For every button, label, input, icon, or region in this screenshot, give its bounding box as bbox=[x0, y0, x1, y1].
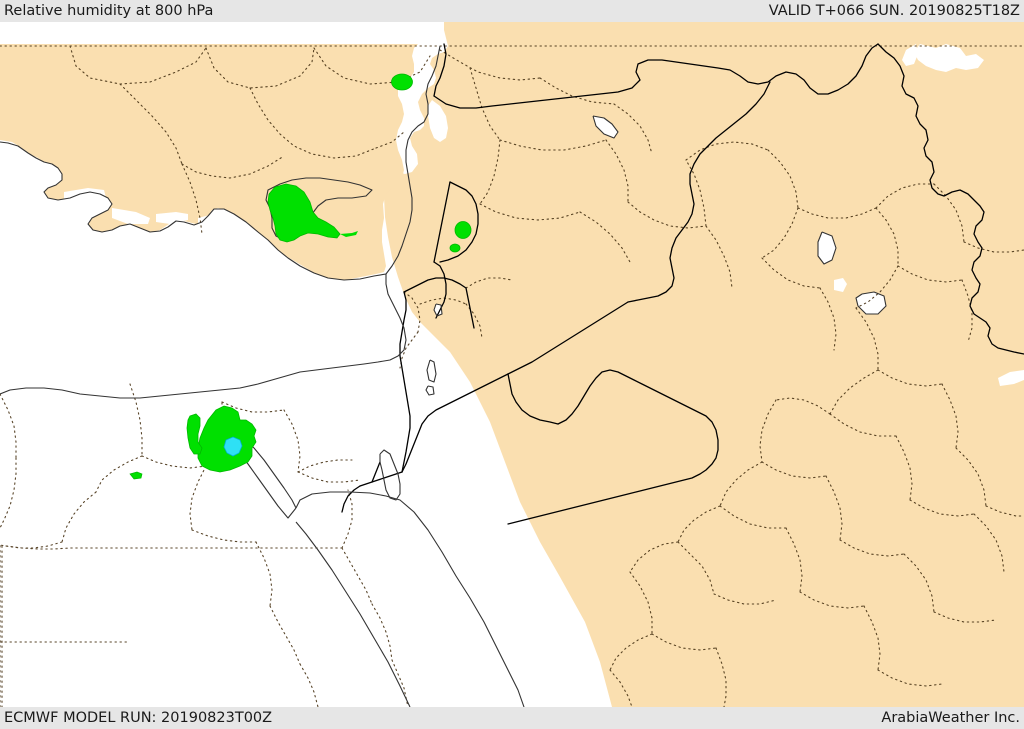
admin-boundaries bbox=[0, 45, 1024, 707]
mediterranean-sea bbox=[0, 142, 406, 398]
weather-map-canvas[interactable] bbox=[0, 22, 1024, 707]
lake-tharthar bbox=[818, 232, 836, 264]
coastlines bbox=[0, 45, 887, 707]
humidity-region-delta-core-cyan bbox=[223, 436, 243, 457]
dead-sea bbox=[427, 360, 436, 382]
aegean-inlet-1 bbox=[32, 162, 62, 188]
aegean-inlet-2 bbox=[64, 188, 106, 204]
lake-urmia bbox=[902, 44, 918, 66]
provider-label: ArabiaWeather Inc. bbox=[881, 709, 1020, 726]
lake-assad bbox=[593, 116, 618, 138]
persian-gulf-sliver bbox=[998, 370, 1024, 386]
water-layer bbox=[0, 44, 1024, 707]
humidity-region-se-turkey bbox=[391, 73, 413, 91]
land-main-eurasia-arabia bbox=[0, 22, 1024, 707]
humidity-shading bbox=[129, 73, 472, 480]
map-footer-bar: ECMWF MODEL RUN: 20190823T00Z ArabiaWeat… bbox=[0, 707, 1024, 729]
model-run-label: ECMWF MODEL RUN: 20190823T00Z bbox=[4, 709, 273, 726]
aegean-inlet-5 bbox=[198, 212, 222, 224]
humidity-region-w-syria bbox=[454, 221, 472, 239]
lake-razzaza bbox=[834, 278, 847, 292]
map-header-bar: Relative humidity at 800 hPa VALID T+066… bbox=[0, 0, 1024, 22]
valid-time-label: VALID T+066 SUN. 20190825T18Z bbox=[768, 2, 1020, 19]
bay-iskenderun bbox=[428, 100, 448, 142]
country-borders bbox=[341, 43, 1024, 525]
humidity-region-western-desert-speck bbox=[129, 471, 143, 480]
humidity-region-lebanon bbox=[449, 243, 461, 253]
lake-van bbox=[914, 44, 984, 72]
gulf-of-aqaba bbox=[380, 450, 400, 500]
aegean-inlet-3 bbox=[112, 208, 150, 224]
humidity-region-delta-west-arc bbox=[186, 413, 203, 455]
page-title: Relative humidity at 800 hPa bbox=[4, 2, 214, 19]
red-sea bbox=[296, 492, 524, 707]
humidity-region-cyprus-tail bbox=[340, 231, 358, 237]
lake-habbaniyah bbox=[856, 292, 886, 314]
humidity-region-cyprus bbox=[267, 183, 341, 243]
